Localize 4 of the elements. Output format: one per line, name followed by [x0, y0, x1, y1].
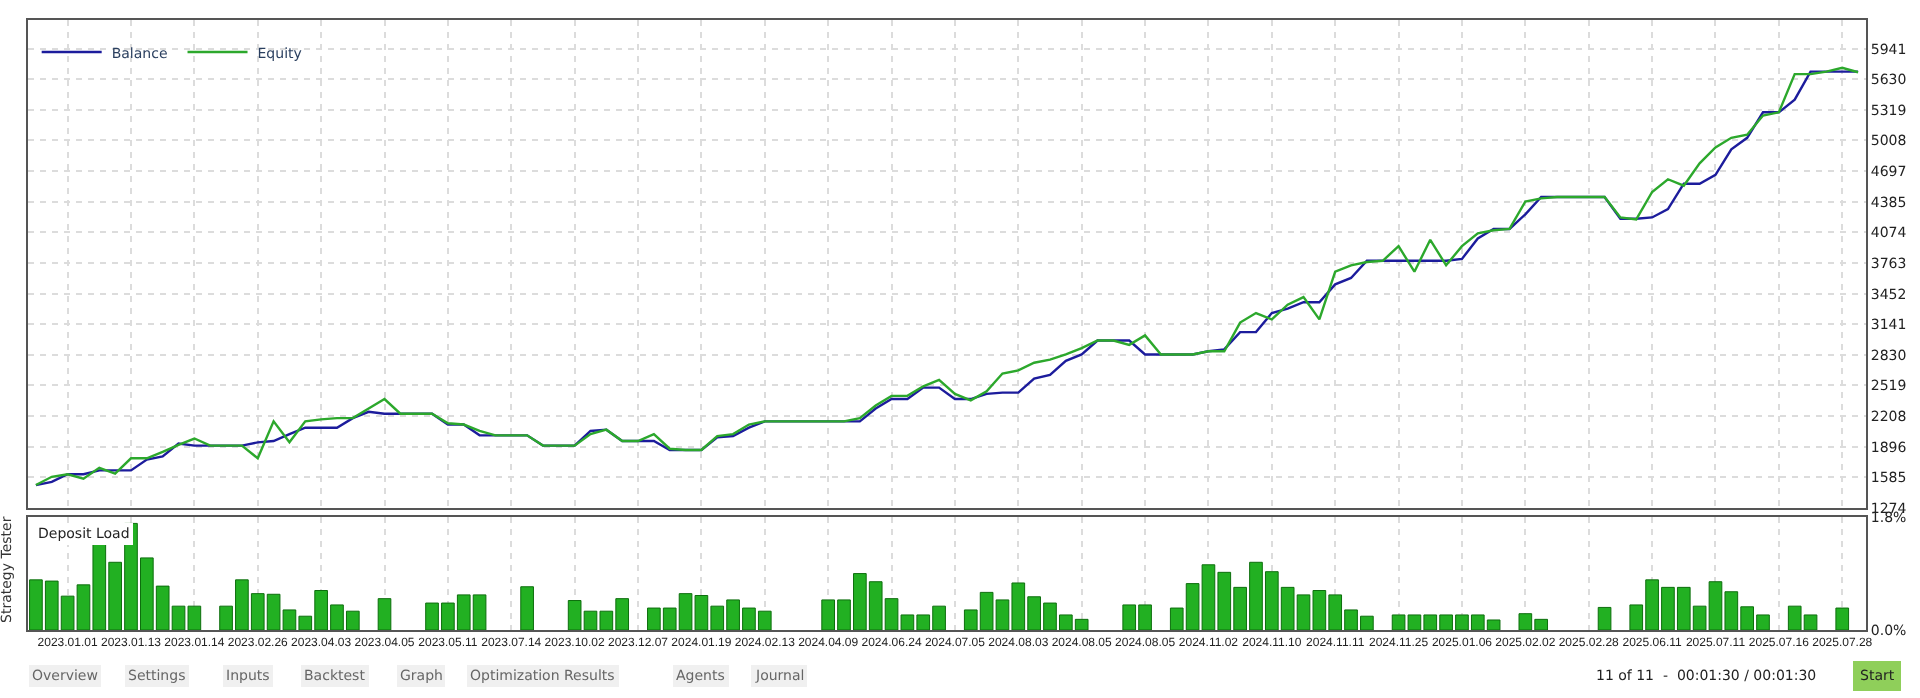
bar — [377, 598, 392, 630]
bar — [1597, 606, 1612, 630]
bar — [1835, 607, 1850, 630]
bar — [520, 586, 534, 630]
